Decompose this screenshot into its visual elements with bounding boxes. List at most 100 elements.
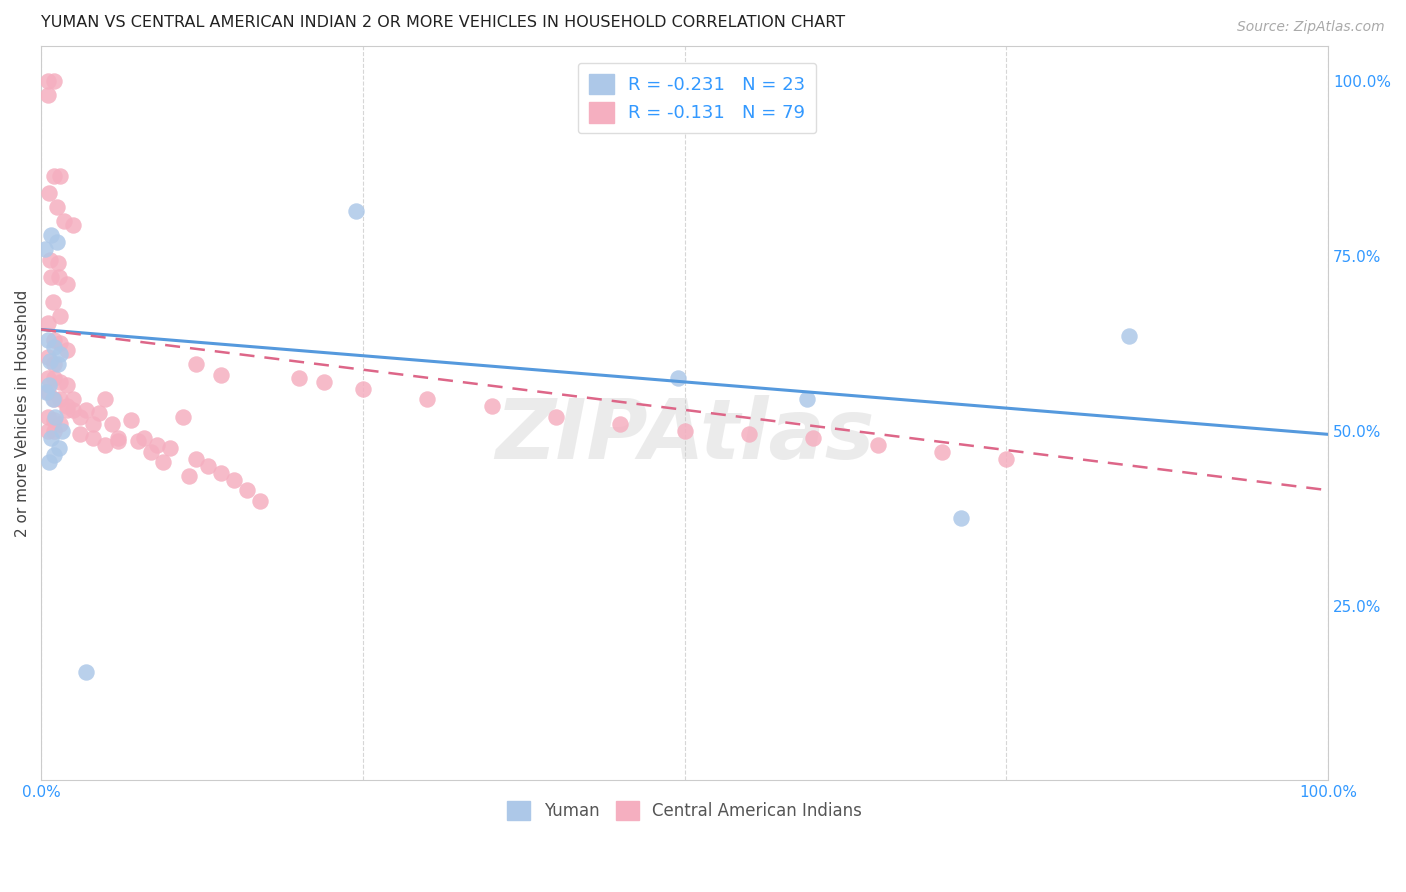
Y-axis label: 2 or more Vehicles in Household: 2 or more Vehicles in Household [15,290,30,537]
Point [42,392,65,407]
Point [42,340,65,354]
Text: Source: ZipAtlas.com: Source: ZipAtlas.com [1237,20,1385,34]
Point [738,427,761,442]
Point [224,473,246,487]
Point [209,368,232,382]
Point [152,455,174,469]
Point [673,424,696,438]
Point [46,256,69,270]
Point [544,409,567,424]
Point [49,375,72,389]
Point [101,417,124,431]
Point [37,409,59,424]
Point [56,343,79,358]
Point [38,455,60,469]
Point [314,375,336,389]
Point [56,378,79,392]
Point [132,431,155,445]
Point [139,445,162,459]
Point [38,378,60,392]
Text: YUMAN VS CENTRAL AMERICAN INDIAN 2 OR MORE VEHICLES IN HOUSEHOLD CORRELATION CHA: YUMAN VS CENTRAL AMERICAN INDIAN 2 OR MO… [41,15,845,30]
Point [42,448,65,462]
Point [42,74,65,88]
Point [39,354,62,368]
Point [481,400,503,414]
Point [249,493,271,508]
Point [41,431,63,445]
Point [48,270,70,285]
Point [45,200,67,214]
Point [41,392,63,407]
Point [49,336,72,351]
Point [49,309,72,323]
Point [44,409,66,424]
Point [49,169,72,183]
Point [51,424,73,438]
Point [38,186,60,201]
Point [179,469,201,483]
Point [75,665,97,679]
Point [197,458,219,473]
Point [75,403,97,417]
Point [48,442,70,456]
Point [37,385,59,400]
Point [287,371,309,385]
Point [184,451,207,466]
Point [49,417,72,431]
Point [42,169,65,183]
Point [37,371,59,385]
Point [107,431,129,445]
Point [416,392,439,407]
Point [42,371,65,385]
Point [94,392,117,407]
Point [37,351,59,365]
Legend: Yuman, Central American Indians: Yuman, Central American Indians [501,795,869,827]
Point [352,382,374,396]
Point [37,424,59,438]
Point [56,277,79,291]
Point [37,88,59,103]
Point [931,445,953,459]
Point [62,392,84,407]
Point [82,431,104,445]
Point [45,235,67,249]
Point [41,294,63,309]
Point [995,451,1018,466]
Point [346,203,368,218]
Point [236,483,259,498]
Point [209,466,232,480]
Point [42,424,65,438]
Point [796,392,818,407]
Point [56,400,79,414]
Point [42,358,65,372]
Point [87,406,110,420]
Point [120,413,142,427]
Point [107,434,129,449]
Point [39,252,62,267]
Point [950,511,973,525]
Point [41,270,63,285]
Point [159,442,181,456]
Point [62,218,84,232]
Point [53,214,76,228]
Point [56,403,79,417]
Point [37,316,59,330]
Point [49,347,72,361]
Point [37,333,59,347]
Point [37,74,59,88]
Text: ZIPAtlas: ZIPAtlas [495,395,875,476]
Point [184,358,207,372]
Point [866,438,889,452]
Point [42,333,65,347]
Point [62,403,84,417]
Point [172,409,194,424]
Point [35,385,58,400]
Point [82,417,104,431]
Point [49,392,72,407]
Point [41,228,63,243]
Point [94,438,117,452]
Point [1118,329,1140,343]
Point [127,434,149,449]
Point [609,417,631,431]
Point [801,431,824,445]
